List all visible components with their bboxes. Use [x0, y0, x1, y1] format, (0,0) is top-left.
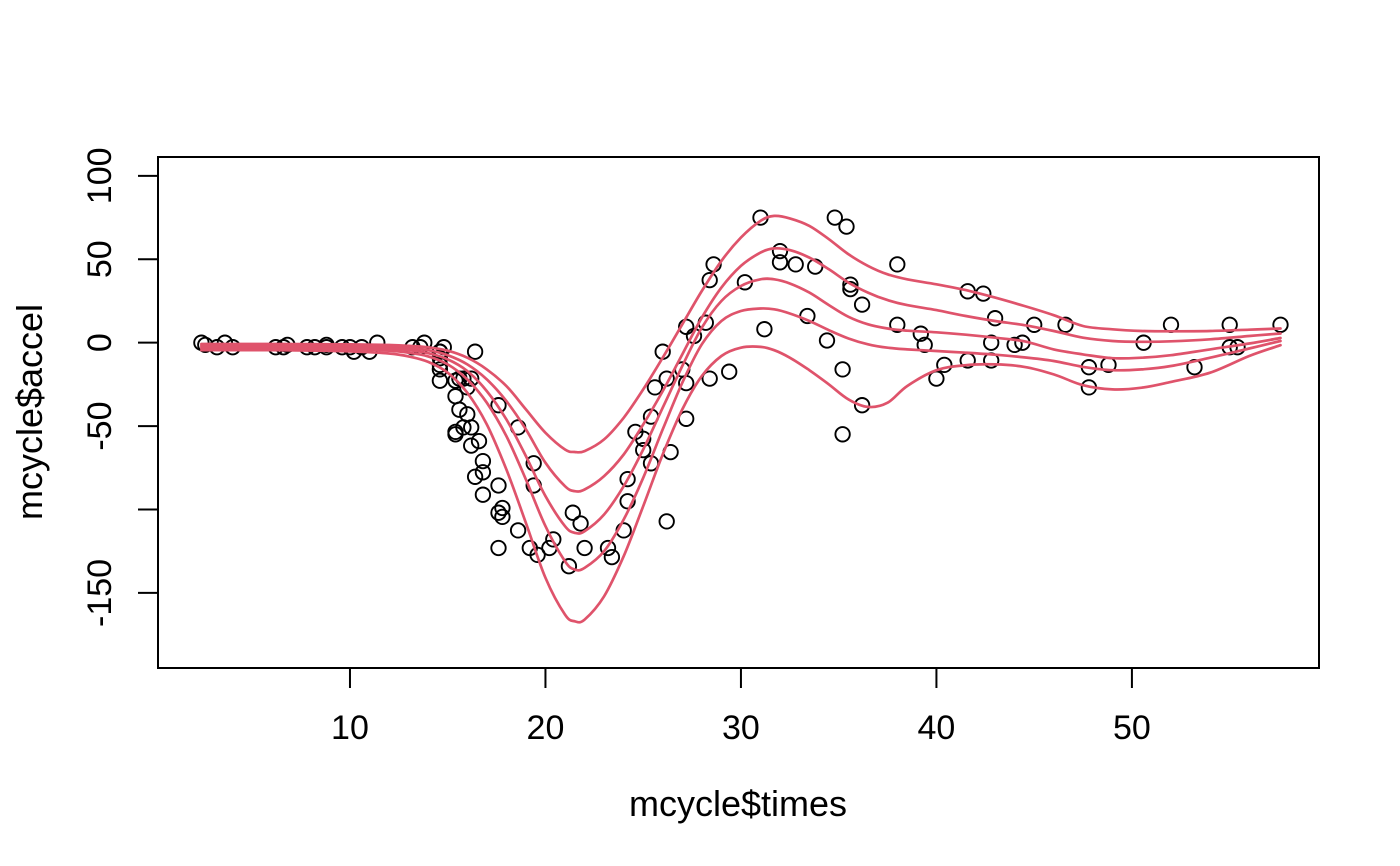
data-point: [834, 426, 851, 443]
data-point: [509, 522, 527, 539]
data-point: [889, 316, 906, 333]
data-point: [826, 209, 843, 226]
data-point: [838, 218, 855, 235]
y-tick-label: 100: [81, 147, 119, 204]
quantile-curves: [200, 214, 1282, 624]
data-point: [1272, 316, 1289, 333]
data-point: [771, 242, 789, 260]
data-point: [986, 310, 1004, 327]
data-point: [490, 539, 507, 557]
x-tick-label: 30: [722, 709, 760, 747]
x-tick-label: 20: [527, 709, 565, 747]
x-tick-label: 40: [918, 709, 956, 747]
y-tick-label: -150: [81, 559, 119, 627]
data-point: [490, 477, 507, 494]
data-point: [545, 531, 562, 548]
data-point: [451, 401, 468, 418]
axes: 10 20 30 40 50 100 50 0 -50 -150: [81, 147, 1320, 747]
data-point: [463, 370, 480, 387]
data-point: [853, 296, 871, 313]
quantile-curve: [200, 307, 1282, 572]
data-point: [564, 504, 581, 521]
data-point: [466, 468, 484, 485]
data-point: [431, 361, 449, 378]
data-point: [701, 271, 718, 289]
data-point: [635, 441, 652, 459]
quantile-curve: [200, 246, 1282, 493]
data-point: [474, 486, 492, 503]
data-point: [494, 499, 511, 517]
data-point: [646, 379, 664, 396]
y-tick-label: 0: [81, 333, 119, 352]
data-point: [576, 539, 593, 557]
data-point: [490, 504, 507, 521]
plot-box: [157, 156, 1320, 669]
data-point: [603, 548, 621, 566]
data-point: [842, 276, 859, 293]
data-point: [1006, 336, 1023, 354]
data-point: [834, 361, 851, 378]
data-point: [936, 356, 953, 374]
data-point: [1221, 316, 1238, 333]
y-tick-label: 50: [81, 240, 119, 278]
quantile-curve: [200, 343, 1282, 624]
data-point: [599, 539, 617, 557]
data-point: [619, 470, 636, 488]
data-point: [529, 546, 546, 564]
data-point: [889, 256, 906, 273]
x-tick-label: 50: [1113, 709, 1151, 747]
data-point: [771, 254, 789, 271]
data-point: [572, 515, 589, 532]
data-point: [818, 332, 836, 349]
y-axis-title: mcycle$accel: [9, 304, 50, 520]
data-point: [1162, 316, 1180, 333]
data-point: [756, 321, 773, 338]
data-point: [470, 432, 488, 450]
data-point: [787, 256, 804, 273]
data-point: [463, 419, 480, 436]
data-point: [490, 397, 507, 414]
data-point: [658, 513, 675, 530]
quantile-curve: [200, 277, 1282, 535]
data-point: [466, 343, 484, 360]
data-point: [474, 452, 492, 470]
x-axis-title: mcycle$times: [629, 783, 847, 824]
quantile-curve: [200, 214, 1282, 454]
data-point: [912, 325, 929, 342]
data-point: [721, 363, 738, 380]
data-point: [916, 336, 933, 354]
data-point: [474, 464, 492, 481]
data-point: [560, 558, 578, 575]
data-point: [619, 493, 636, 510]
data-point: [1057, 316, 1074, 333]
y-tick-label: -50: [81, 402, 119, 451]
data-point: [463, 437, 480, 454]
x-tick-label: 10: [331, 709, 369, 747]
data-point: [431, 372, 449, 389]
data-point: [635, 430, 652, 447]
data-point: [701, 370, 718, 387]
data-point: [494, 508, 511, 526]
data-point: [983, 334, 1000, 351]
data-point: [853, 397, 871, 414]
